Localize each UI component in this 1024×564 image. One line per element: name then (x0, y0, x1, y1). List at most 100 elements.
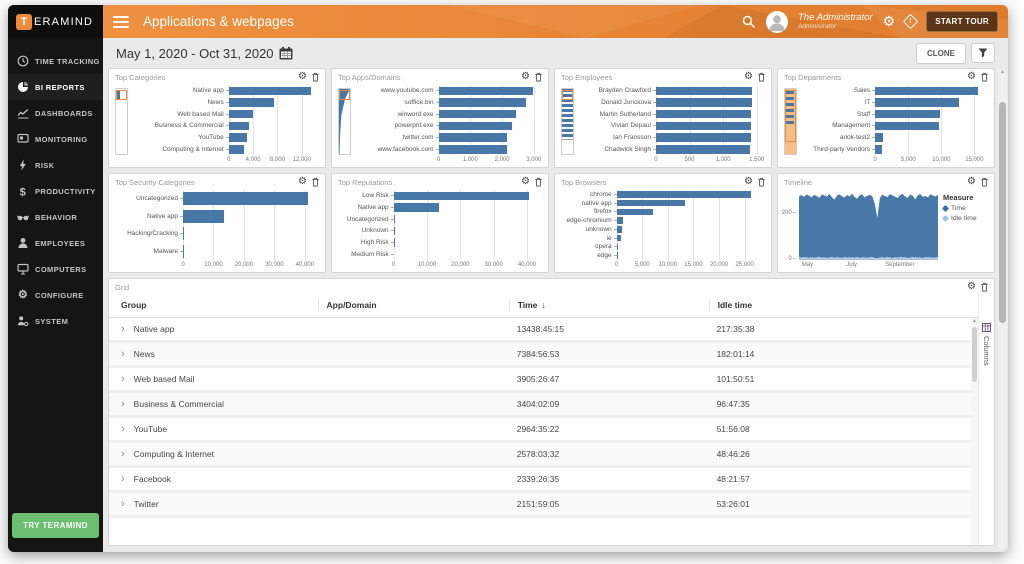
funnel-icon (978, 48, 988, 58)
category-label: opera (559, 243, 617, 252)
time-cell: 2578:03:32 (516, 449, 560, 459)
panel-delete-icon[interactable] (980, 177, 989, 187)
chart-navigator[interactable] (115, 88, 128, 155)
column-header-idle-time[interactable]: Idle time (708, 298, 978, 312)
scroll-up-icon[interactable]: ▲ (1000, 69, 1005, 75)
line-chart-icon (17, 109, 29, 119)
monitor-icon (17, 133, 29, 143)
table-row[interactable]: › Web based Mail 3905:26:47 101:50:51 (109, 368, 978, 393)
panel-settings-icon[interactable]: ⚙ (967, 71, 976, 82)
chart-navigator[interactable] (784, 88, 797, 155)
page-scrollbar[interactable]: ▲ (998, 68, 1007, 549)
idle-time-cell: 51:56:08 (716, 424, 750, 434)
table-row[interactable]: › Facebook 2339:26:35 48:21:57 (109, 468, 978, 493)
scroll-up-icon[interactable]: ▲ (972, 318, 977, 324)
avatar[interactable] (766, 10, 788, 33)
panel-delete-icon[interactable] (311, 72, 320, 82)
alert-diamond-icon[interactable]: ! (902, 13, 919, 30)
bar (655, 98, 752, 107)
chart-navigator[interactable] (561, 88, 574, 155)
panel-settings-icon[interactable]: ⚙ (967, 176, 976, 187)
axis-tick-label: 0 (654, 157, 658, 163)
settings-gear-icon[interactable]: ⚙ (882, 13, 896, 29)
sidebar-item-dashboards[interactable]: DASHBOARDS (8, 100, 103, 126)
table-row[interactable]: › News 7384:56:53 182:01:14 (109, 343, 978, 368)
panel-top-security-categories: Top Security Categories ⚙ Uncategorized N… (108, 173, 326, 273)
panel-settings-icon[interactable]: ⚙ (521, 176, 530, 187)
sidebar-item-configure[interactable]: ⚙ CONFIGURE (8, 282, 103, 308)
sidebar-item-system[interactable]: SYSTEM (8, 308, 103, 334)
panel-delete-icon[interactable] (534, 177, 543, 187)
group-cell: YouTube (133, 424, 168, 434)
expand-chevron-icon[interactable]: › (121, 347, 125, 360)
category-label: soffice.bin (354, 97, 439, 109)
bar (393, 214, 395, 224)
clone-button[interactable]: CLONE (916, 42, 966, 64)
table-row[interactable]: › Twitter 2151:59:05 53:26:01 (109, 493, 978, 518)
sidebar-item-bi-reports[interactable]: BI REPORTS (8, 74, 103, 100)
expand-chevron-icon[interactable]: › (121, 372, 125, 385)
gear-icon: ⚙ (17, 289, 29, 301)
expand-chevron-icon[interactable]: › (121, 422, 125, 435)
sidebar-item-productivity[interactable]: $ PRODUCTIVITY (8, 178, 103, 204)
column-header-group[interactable]: Group (121, 300, 147, 310)
panel-settings-icon[interactable]: ⚙ (967, 281, 976, 292)
table-row[interactable]: › YouTube 2964:35:22 51:56:08 (109, 418, 978, 443)
axis-tick-label: 1,000 (715, 157, 731, 163)
teramind-logo[interactable]: T ERAMIND (8, 5, 103, 38)
panel-delete-icon[interactable] (534, 72, 543, 82)
panel-delete-icon[interactable] (311, 177, 320, 187)
columns-tab[interactable]: Columns (978, 293, 994, 545)
category-label: winword.exe (354, 108, 439, 120)
expand-chevron-icon[interactable]: › (121, 447, 125, 460)
search-icon[interactable] (742, 15, 756, 29)
try-teramind-button[interactable]: TRY TERAMIND (12, 513, 99, 538)
panel-settings-icon[interactable]: ⚙ (298, 176, 307, 187)
y-axis-tick-label: 200 (782, 210, 799, 216)
date-range[interactable]: May 1, 2020 - Oct 31, 2020 (116, 45, 274, 61)
grid-scrollbar[interactable]: ▲ (971, 318, 978, 545)
sidebar-item-employees[interactable]: EMPLOYEES (8, 230, 103, 256)
sidebar-item-monitoring[interactable]: MONITORING (8, 126, 103, 152)
column-header-time[interactable]: Time ↓ (508, 298, 709, 312)
table-row[interactable]: › Business & Commercial 3404:02:09 96:47:35 (109, 393, 978, 418)
group-cell: Native app (133, 324, 175, 334)
panel-delete-icon[interactable] (757, 177, 766, 187)
scrollbar-thumb[interactable] (999, 101, 1006, 323)
panel-settings-icon[interactable]: ⚙ (298, 71, 307, 82)
sidebar-item-time-tracking[interactable]: TIME TRACKING (8, 48, 103, 74)
table-row[interactable]: › Native app 13438:45:15 217:35:38 (109, 318, 978, 343)
sidebar-item-computers[interactable]: COMPUTERS (8, 256, 103, 282)
user-menu[interactable]: The Administrator Administrator (798, 12, 873, 31)
category-label: Ian Fransson (577, 132, 656, 144)
chart-navigator[interactable] (338, 88, 351, 155)
bar (393, 203, 439, 212)
sidebar-item-behavior[interactable]: BEHAVIOR (8, 204, 103, 230)
category-label: www.youtube.com (354, 85, 439, 97)
table-row[interactable]: › Computing & Internet 2578:03:32 48:46:26 (109, 443, 978, 468)
category-label: Uncategorized (336, 213, 394, 225)
axis-tick-label: 10,000 (658, 262, 678, 268)
calendar-icon[interactable] (279, 46, 293, 60)
panel-settings-icon[interactable]: ⚙ (744, 71, 753, 82)
expand-chevron-icon[interactable]: › (121, 397, 125, 410)
legend-label[interactable]: Idle time (951, 215, 977, 222)
menu-toggle-icon[interactable] (113, 13, 129, 31)
panel-settings-icon[interactable]: ⚙ (744, 176, 753, 187)
sidebar-item-label: BEHAVIOR (35, 212, 78, 222)
sidebar-item-risk[interactable]: RISK (8, 152, 103, 178)
expand-chevron-icon[interactable]: › (121, 322, 125, 335)
panel-delete-icon[interactable] (980, 282, 989, 292)
expand-chevron-icon[interactable]: › (121, 497, 125, 510)
group-cell: News (133, 349, 155, 359)
bar (228, 86, 311, 96)
start-tour-button[interactable]: START TOUR (926, 11, 998, 32)
column-header-app-domain[interactable]: App/Domain (317, 298, 509, 312)
legend-label[interactable]: Time (951, 205, 966, 212)
panel-delete-icon[interactable] (757, 72, 766, 82)
category-label: News (131, 97, 229, 109)
panel-settings-icon[interactable]: ⚙ (521, 71, 530, 82)
filter-button[interactable] (971, 43, 995, 63)
expand-chevron-icon[interactable]: › (121, 472, 125, 485)
panel-delete-icon[interactable] (980, 72, 989, 82)
